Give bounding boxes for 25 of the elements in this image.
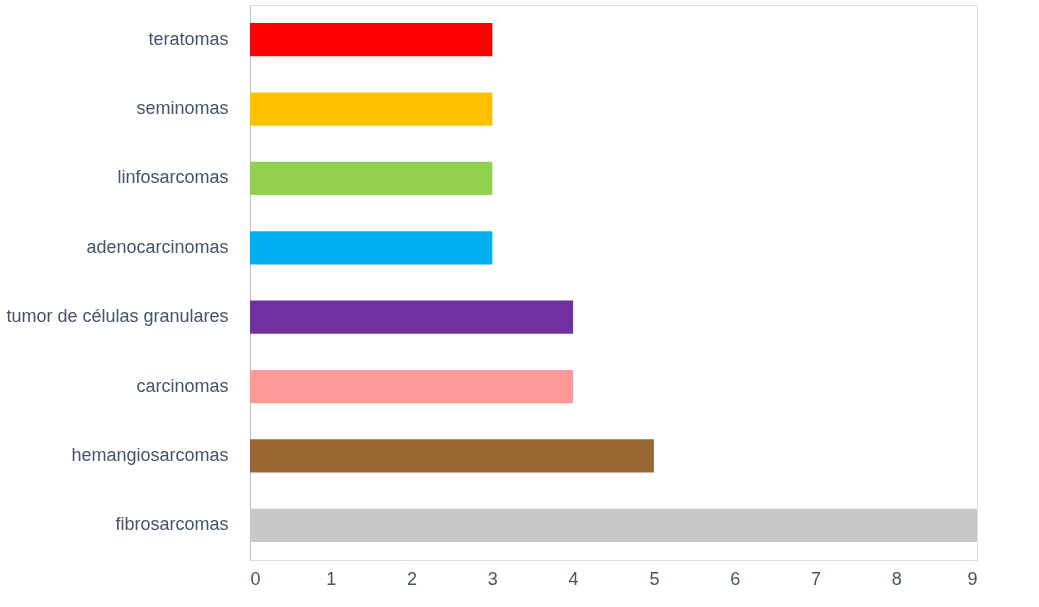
- x-tick-label: 7: [810, 568, 821, 589]
- bar: [250, 300, 574, 334]
- x-tick-label: 0: [250, 568, 261, 589]
- bar: [250, 439, 654, 473]
- x-tick-label: 5: [649, 568, 660, 589]
- x-tick-label: 3: [487, 568, 498, 589]
- x-tick-label: 9: [967, 568, 978, 589]
- y-tick-label: hemangiosarcomas: [71, 444, 229, 465]
- x-tick-label: 2: [407, 568, 418, 589]
- x-tick-label: 8: [891, 568, 902, 589]
- y-tick-label: adenocarcinomas: [86, 236, 229, 257]
- x-tick-label: 6: [730, 568, 741, 589]
- bar: [250, 369, 574, 404]
- bar: [250, 92, 493, 126]
- y-tick-label: fibrosarcomas: [115, 514, 229, 535]
- y-tick-label: teratomas: [148, 28, 229, 49]
- y-tick-label: linfosarcomas: [117, 167, 229, 188]
- y-tick-label: carcinomas: [136, 375, 229, 396]
- y-tick-label: tumor de células granulares: [6, 306, 229, 327]
- x-tick-label: 1: [326, 568, 337, 589]
- bar: [250, 231, 493, 265]
- bar: [250, 161, 493, 196]
- bar: [250, 23, 493, 57]
- x-tick-label: 4: [568, 568, 579, 589]
- y-tick-label: seminomas: [136, 98, 229, 119]
